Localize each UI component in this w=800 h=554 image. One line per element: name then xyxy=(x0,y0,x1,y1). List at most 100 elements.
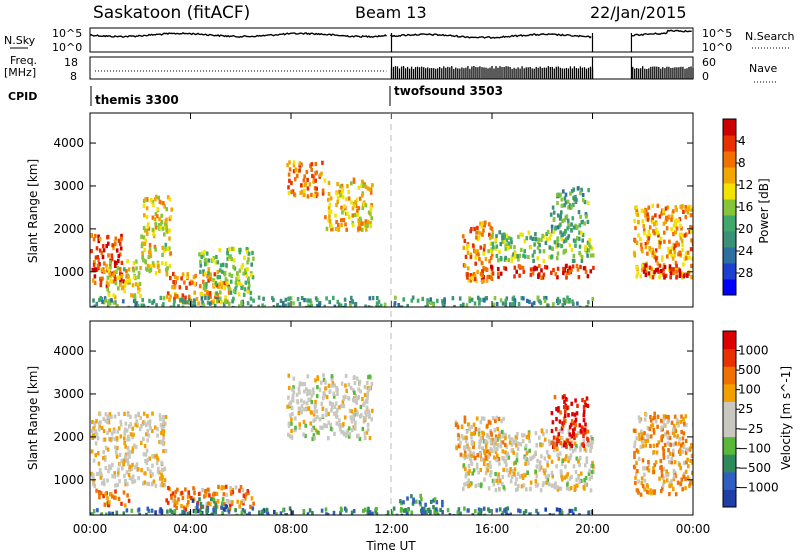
scatter-cell xyxy=(421,508,424,514)
scatter-cell xyxy=(564,200,568,205)
scatter-cell xyxy=(203,271,207,276)
scatter-cell xyxy=(319,425,322,430)
scatter-cell xyxy=(492,245,495,250)
colorbar-swatch xyxy=(723,263,736,280)
scatter-cell xyxy=(284,303,287,307)
scatter-cell xyxy=(302,407,305,412)
scatter-cell xyxy=(479,245,483,250)
scatter-cell xyxy=(184,295,187,300)
scatter-cell xyxy=(574,507,577,512)
scatter-cell xyxy=(365,405,369,410)
scatter-cell xyxy=(514,435,518,440)
scatter-cell xyxy=(207,501,210,506)
cpid-segment-1: themis 3300 xyxy=(95,93,179,107)
scatter-cell xyxy=(153,425,157,430)
scatter-cell xyxy=(498,433,501,439)
scatter-cell xyxy=(96,436,100,441)
scatter-cell xyxy=(478,257,481,262)
scatter-cell xyxy=(168,197,172,202)
scatter-cell xyxy=(583,200,587,205)
scatter-cell xyxy=(156,433,159,438)
scatter-cell xyxy=(145,197,149,202)
scatter-cell xyxy=(316,303,320,307)
scatter-cell xyxy=(174,293,177,298)
scatter-cell xyxy=(311,436,314,442)
scatter-cell xyxy=(676,434,680,439)
scatter-cell xyxy=(347,190,350,195)
scatter-cell xyxy=(213,491,217,497)
scatter-cell xyxy=(556,236,560,241)
scatter-cell xyxy=(402,508,406,513)
scatter-cell xyxy=(109,437,112,442)
scatter-cell xyxy=(469,229,472,234)
scatter-cell xyxy=(310,393,314,398)
scatter-cell xyxy=(135,266,138,271)
scatter-cell xyxy=(424,305,428,307)
scatter-cell xyxy=(580,471,583,476)
scatter-cell xyxy=(165,228,168,233)
scatter-cell xyxy=(639,274,642,279)
scatter-cell xyxy=(224,277,228,282)
scatter-cell xyxy=(685,232,688,237)
scatter-cell xyxy=(161,483,165,488)
scatter-cell xyxy=(164,448,168,454)
scatter-cell xyxy=(114,281,118,286)
scatter-cell xyxy=(115,450,118,455)
scatter-cell xyxy=(497,456,501,462)
scatter-cell xyxy=(534,237,538,242)
scatter-cell xyxy=(291,510,294,515)
scatter-cell xyxy=(454,422,458,427)
scatter-cell xyxy=(365,227,368,232)
scatter-cell xyxy=(357,226,360,231)
scatter-cell xyxy=(507,473,511,478)
scatter-cell xyxy=(238,504,241,509)
scatter-cell xyxy=(154,483,158,488)
scatter-cell xyxy=(217,484,220,489)
scatter-cell xyxy=(154,510,157,515)
scatter-cell xyxy=(208,493,211,498)
scatter-cell xyxy=(560,210,563,215)
scatter-cell xyxy=(92,237,96,242)
scatter-cell xyxy=(494,449,498,454)
scatter-cell xyxy=(316,430,319,435)
xtick-label: 00:00 xyxy=(676,522,711,536)
scatter-cell xyxy=(169,508,172,513)
scatter-cell xyxy=(550,224,554,229)
scatter-cell xyxy=(306,388,310,393)
scatter-cell xyxy=(106,275,110,280)
scatter-cell xyxy=(101,255,105,260)
scatter-cell xyxy=(544,264,547,270)
scatter-cell xyxy=(146,231,149,237)
scatter-cell xyxy=(340,381,344,386)
scatter-cell xyxy=(183,510,186,515)
scatter-cell xyxy=(464,466,467,472)
scatter-cell xyxy=(563,394,566,399)
scatter-cell xyxy=(651,275,655,280)
scatter-cell xyxy=(148,298,151,303)
scatter-cell xyxy=(240,510,244,515)
scatter-cell xyxy=(147,508,151,514)
scatter-cell xyxy=(224,484,228,489)
scatter-cell xyxy=(457,507,461,512)
scatter-cell xyxy=(313,186,317,191)
scatter-cell xyxy=(215,299,219,304)
scatter-cell xyxy=(193,281,196,286)
scatter-cell xyxy=(303,188,306,193)
scatter-cell xyxy=(229,287,232,292)
scatter-cell xyxy=(314,417,317,422)
scatter-cell xyxy=(566,472,569,477)
scatter-cell xyxy=(555,256,559,261)
scatter-cell xyxy=(300,183,303,188)
scatter-cell xyxy=(119,237,123,242)
scatter-cell xyxy=(130,476,134,482)
scatter-cell xyxy=(673,243,677,249)
scatter-cell xyxy=(160,510,164,515)
scatter-cell xyxy=(432,498,435,503)
scatter-cell xyxy=(153,244,157,249)
scatter-cell xyxy=(490,252,494,257)
ytick-label: 3000 xyxy=(53,179,84,193)
scatter-cell xyxy=(228,503,232,508)
scatter-cell xyxy=(118,479,121,484)
nsky-tick-top: 10^5 xyxy=(52,27,82,40)
scatter-cell xyxy=(570,189,574,194)
